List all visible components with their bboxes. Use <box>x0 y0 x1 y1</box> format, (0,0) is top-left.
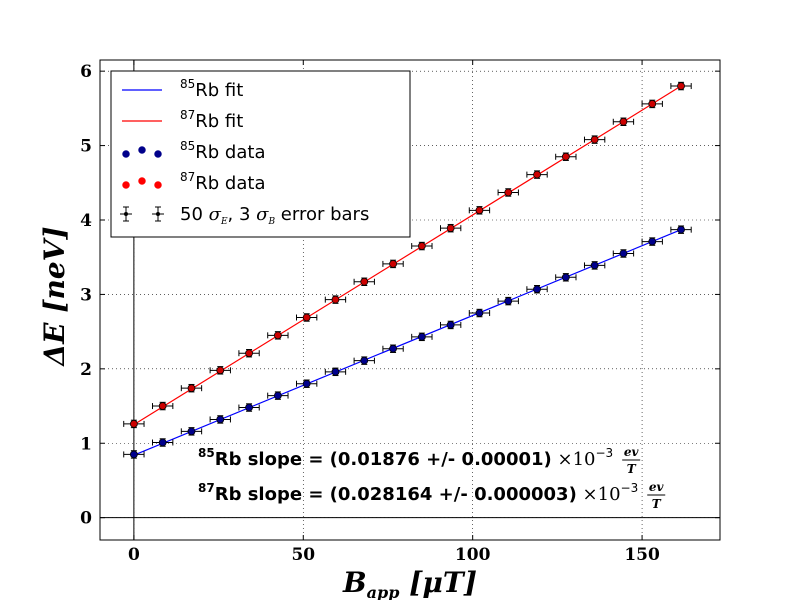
data-point-85 <box>353 356 375 365</box>
x-tick-label: 50 <box>291 545 315 565</box>
data-point-87 <box>468 206 491 215</box>
y-tick-label: 6 <box>80 62 92 82</box>
data-point-87 <box>123 419 145 429</box>
legend-label: 87Rb fit <box>180 108 243 132</box>
legend-label: 87Rb data <box>180 170 265 194</box>
data-point-85 <box>468 308 491 318</box>
legend-swatch <box>154 150 162 158</box>
data-point-87 <box>152 401 174 411</box>
legend: 85Rb fit 87Rb fit 85Rb data 87Rb data 50 σE,… <box>110 70 411 238</box>
annotations: 85Rb slope = (0.01876 +/- 0.00001) ×10−3… <box>198 445 666 511</box>
data-point-85 <box>497 296 519 306</box>
data-point-85 <box>670 225 692 234</box>
data-point-87 <box>209 366 231 375</box>
fit-line-85 <box>133 229 682 456</box>
y-tick-label: 5 <box>80 137 92 157</box>
data-point-87 <box>324 295 347 304</box>
x-tick-label: 150 <box>624 545 660 565</box>
legend-item: 87Rb data <box>122 170 265 194</box>
fit-line-87 <box>133 85 682 426</box>
data-point-85 <box>267 391 289 400</box>
axis-labels: Bapp [μT] ΔE [neV] <box>38 226 477 600</box>
slope-text: 85Rb slope = (0.01876 +/- 0.00001) ×10−3 <box>198 446 613 470</box>
data-point-85 <box>324 367 347 377</box>
data-point-85 <box>382 344 404 353</box>
fraction-denominator: T <box>652 497 662 511</box>
legend-item: 87Rb fit <box>122 108 243 132</box>
legend-item: 85Rb fit <box>122 77 243 101</box>
y-tick-label: 4 <box>80 211 92 231</box>
data-point-87 <box>583 135 606 144</box>
data-point-87 <box>353 277 375 286</box>
data-point-87 <box>411 241 433 251</box>
data-point-85 <box>152 438 174 447</box>
data-point-87 <box>267 331 289 340</box>
x-axis-label: Bapp [μT] <box>342 566 477 600</box>
x-tick-label: 100 <box>455 545 491 565</box>
legend-item: 50 σE, 3 σB error bars <box>120 204 369 227</box>
slope-annotation-87: 87Rb slope = (0.028164 +/- 0.000003) ×10… <box>198 480 666 511</box>
data-point-85 <box>555 273 577 282</box>
data-point-87 <box>526 170 548 179</box>
slope-annotation-85: 85Rb slope = (0.01876 +/- 0.00001) ×10−3… <box>198 445 641 476</box>
data-point-87 <box>238 348 260 358</box>
legend-label: 85Rb data <box>180 139 265 163</box>
y-tick-label: 1 <box>80 434 92 454</box>
y-tick-label: 3 <box>80 285 92 305</box>
legend-swatch <box>122 150 130 158</box>
data-point-87 <box>612 117 635 126</box>
data-point-85 <box>583 261 606 270</box>
fit-lines <box>133 85 682 456</box>
data-point-87 <box>555 152 577 161</box>
data-point-85 <box>612 249 635 258</box>
fraction-denominator: T <box>627 462 637 476</box>
legend-swatch <box>138 177 146 185</box>
data-point-85 <box>296 379 318 388</box>
data-point-85 <box>411 332 433 342</box>
data-point-85 <box>526 284 548 294</box>
data-point-87 <box>382 259 404 269</box>
data-point-85 <box>123 450 145 459</box>
data-point-87 <box>497 188 519 197</box>
legend-swatch <box>154 181 162 189</box>
axis-ticks: 0 50 100 150 0 1 2 3 4 5 6 <box>80 60 720 565</box>
y-tick-label: 2 <box>80 360 92 380</box>
slope-text: 87Rb slope = (0.028164 +/- 0.000003) ×10… <box>198 481 638 505</box>
fraction-numerator: ev <box>649 480 665 494</box>
x-tick-label: 0 <box>128 545 140 565</box>
legend-swatch <box>138 146 146 154</box>
data-point-85 <box>439 320 462 330</box>
data-point-85 <box>641 237 663 246</box>
data-point-87 <box>180 383 203 393</box>
legend-swatch <box>122 181 130 189</box>
legend-item: 85Rb data <box>122 139 265 163</box>
data-point-87 <box>670 81 692 91</box>
data-point-87 <box>296 313 318 322</box>
data-points <box>123 81 692 459</box>
plot-frame <box>99 59 721 541</box>
data-point-87 <box>641 99 663 109</box>
legend-label: 50 σE, 3 σB error bars <box>180 204 369 227</box>
data-point-85 <box>180 427 203 436</box>
y-axis-label: ΔE [neV] <box>38 226 71 367</box>
data-point-87 <box>439 223 462 233</box>
legend-label: 85Rb fit <box>180 77 243 101</box>
fraction-numerator: ev <box>624 445 640 459</box>
data-point-85 <box>209 415 231 424</box>
y-tick-label: 0 <box>80 509 92 529</box>
data-point-85 <box>238 403 260 412</box>
